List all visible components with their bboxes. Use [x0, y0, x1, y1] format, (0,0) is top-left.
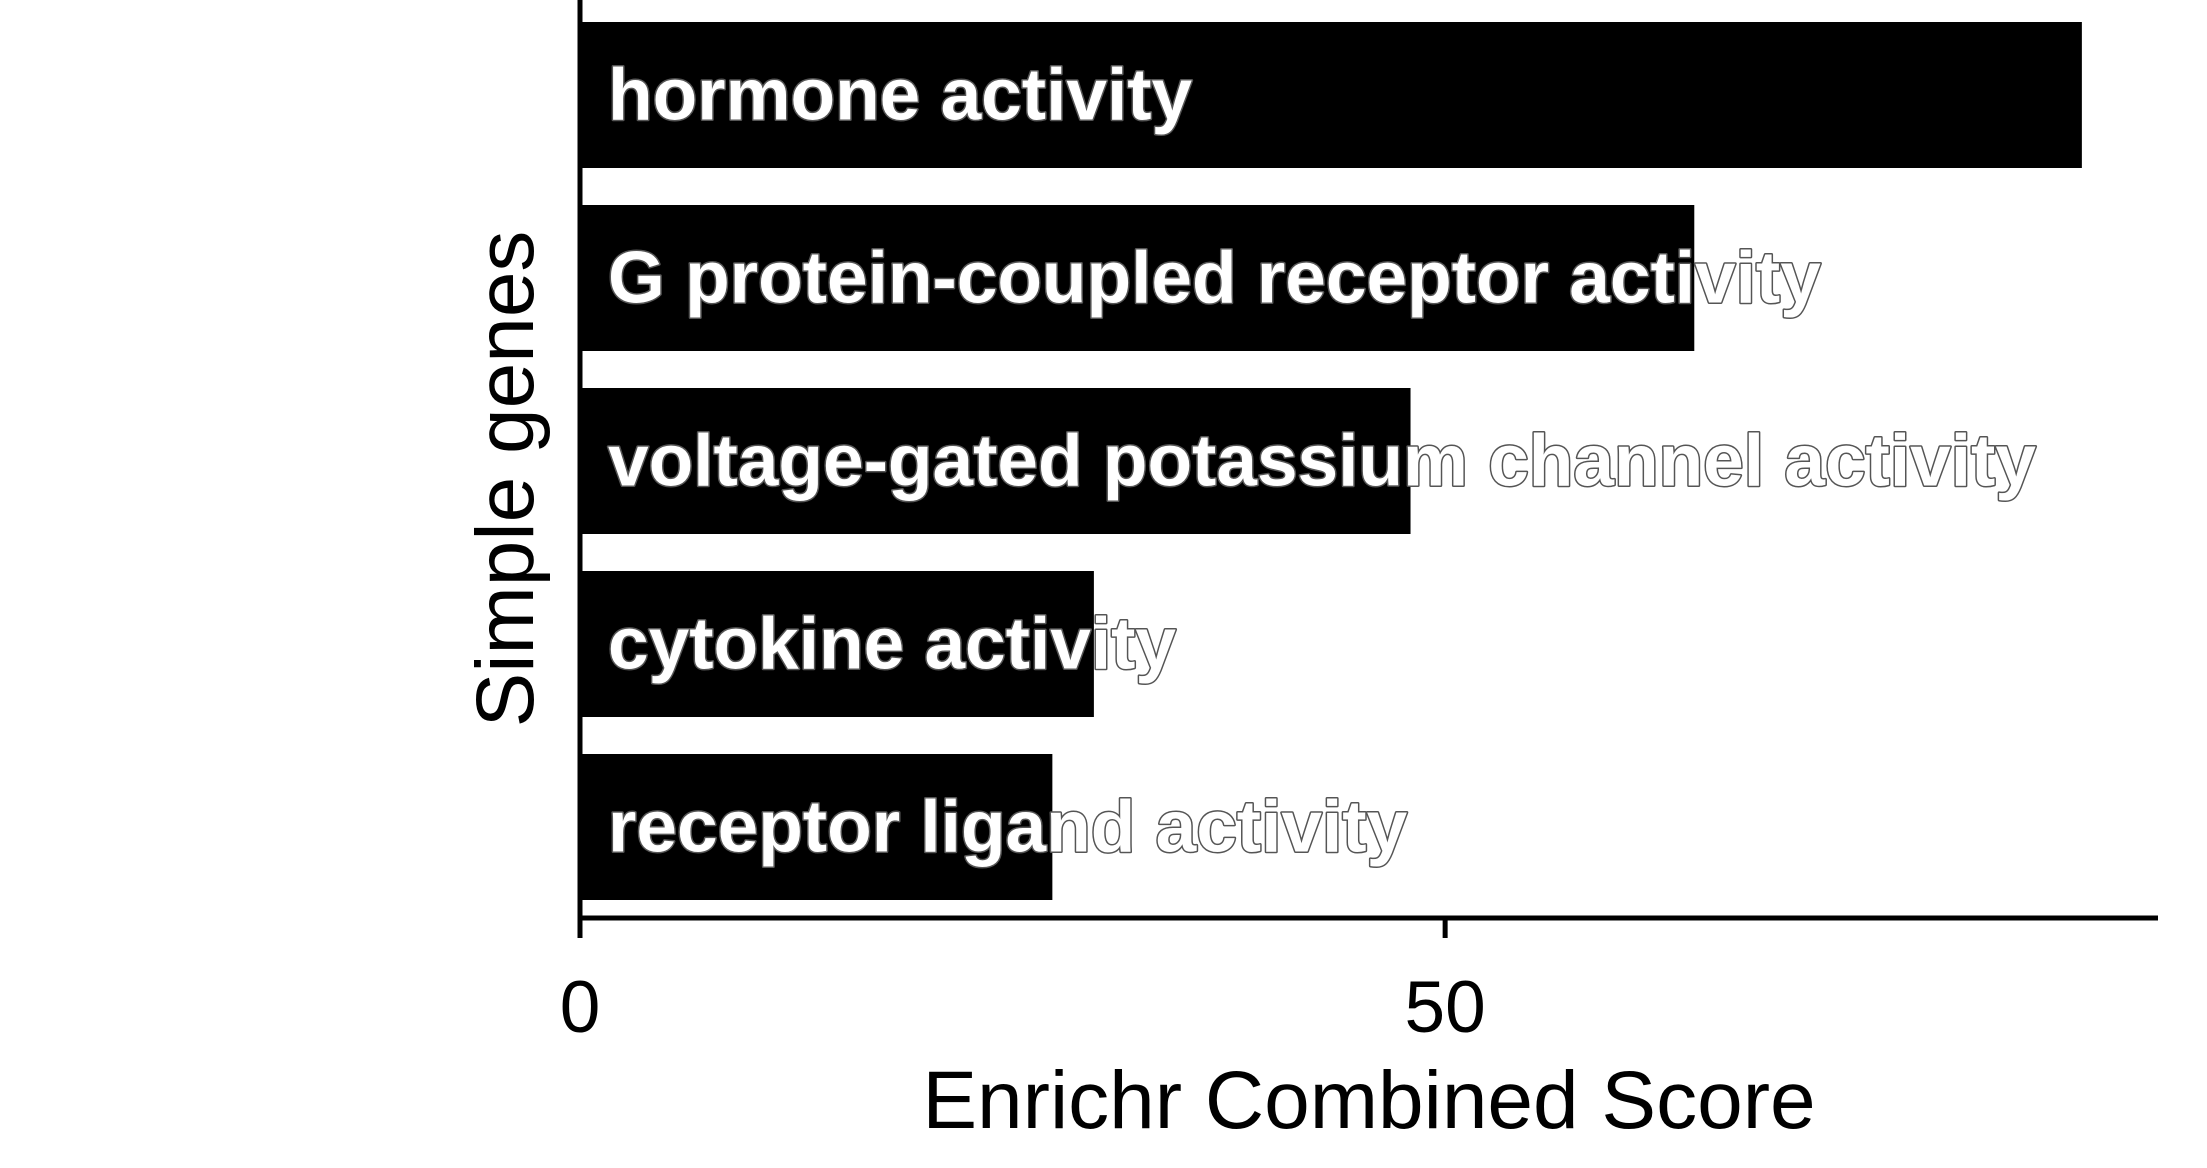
- y-axis-title: Simple genes: [460, 231, 551, 728]
- bar-category-label: hormone activity: [608, 55, 1193, 136]
- bar-category-label: receptor ligand activity: [608, 787, 1408, 868]
- x-tick-label: 0: [560, 967, 601, 1048]
- bar: [580, 571, 1094, 717]
- bar-category-label: G protein-coupled receptor activity: [608, 238, 1821, 319]
- bar-labels-group: hormone activity G protein-coupled recept…: [607, 53, 2038, 869]
- x-axis-title: Enrichr Combined Score: [922, 1055, 1815, 1146]
- bar: [580, 754, 1053, 900]
- axes-group: [577, 0, 2158, 938]
- x-ticks-group: 0 50: [560, 918, 1486, 1048]
- bar: [580, 22, 2082, 168]
- bar-category-label: voltage-gated potassium channel activity: [608, 421, 2036, 502]
- bars-group: [580, 22, 2082, 900]
- bar: [580, 388, 1411, 534]
- x-tick-label: 50: [1405, 967, 1486, 1048]
- bar-category-label: cytokine activity: [608, 604, 1176, 685]
- bar: [580, 205, 1695, 351]
